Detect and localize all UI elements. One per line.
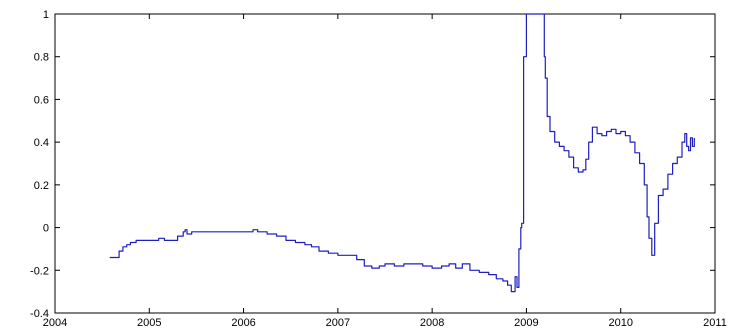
series-layer [109, 13, 695, 293]
x-tick-label: 2011 [703, 317, 727, 329]
x-tick-label: 2004 [43, 317, 67, 329]
plot-area [54, 13, 716, 314]
x-tick-label: 2005 [137, 317, 161, 329]
y-tick-label: 0.6 [34, 94, 49, 106]
y-tick-label: 0.4 [34, 137, 49, 149]
x-tick-label: 2010 [608, 317, 632, 329]
x-axis: 2004 2005 2006 2007 2008 2009 2010 2011 [43, 14, 727, 329]
y-tick-label: 0.8 [34, 52, 49, 64]
y-tick-label: 0.2 [34, 180, 49, 192]
y-tick-label: 0 [43, 223, 49, 235]
x-tick-label: 2009 [514, 317, 538, 329]
x-tick-label: 2007 [326, 317, 350, 329]
y-tick-label: -0.2 [30, 265, 49, 277]
x-tick-label: 2008 [420, 317, 444, 329]
y-tick-label: 1 [43, 9, 49, 21]
x-tick-label: 2006 [231, 317, 255, 329]
y-axis: -0.4 -0.2 0 0.2 0.4 0.6 0.8 1 [30, 9, 715, 320]
y-tick-label: -0.4 [30, 308, 49, 320]
series-line [109, 13, 695, 293]
